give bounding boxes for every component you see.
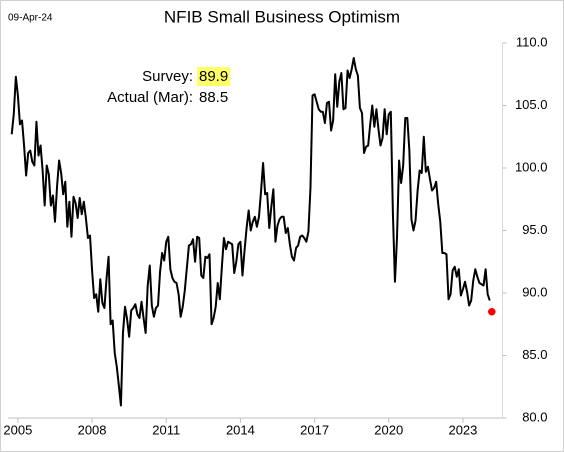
y-tick-label: 95.0 — [522, 222, 547, 237]
highlight — [197, 66, 231, 86]
annotation-value: 88.5 — [199, 89, 228, 106]
y-tick-label: 100.0 — [515, 159, 548, 174]
x-tick-label: 2014 — [226, 422, 255, 437]
annotation-label: Survey: — [142, 68, 193, 85]
x-tick-label: 2023 — [448, 422, 477, 437]
x-tick-label: 2005 — [3, 422, 32, 437]
y-tick-label: 85.0 — [522, 347, 547, 362]
y-tick-label: 80.0 — [522, 409, 547, 424]
x-tick-label: 2020 — [374, 422, 403, 437]
annotation-label: Actual (Mar): — [107, 89, 193, 106]
date-label: 09-Apr-24 — [8, 13, 53, 24]
x-tick-label: 2008 — [78, 422, 107, 437]
chart-title: NFIB Small Business Optimism — [164, 7, 400, 26]
x-tick-label: 2017 — [300, 422, 329, 437]
x-tick-label: 2011 — [152, 422, 180, 437]
data-point — [487, 307, 496, 316]
y-tick-label: 105.0 — [515, 97, 548, 112]
annotation-value: 89.9 — [199, 68, 228, 85]
line-series — [10, 57, 491, 407]
y-tick-label: 110.0 — [516, 34, 548, 49]
y-tick-label: 90.0 — [522, 284, 547, 299]
annotations: Survey: 89.9 Actual (Mar): 88.5 — [107, 66, 231, 106]
